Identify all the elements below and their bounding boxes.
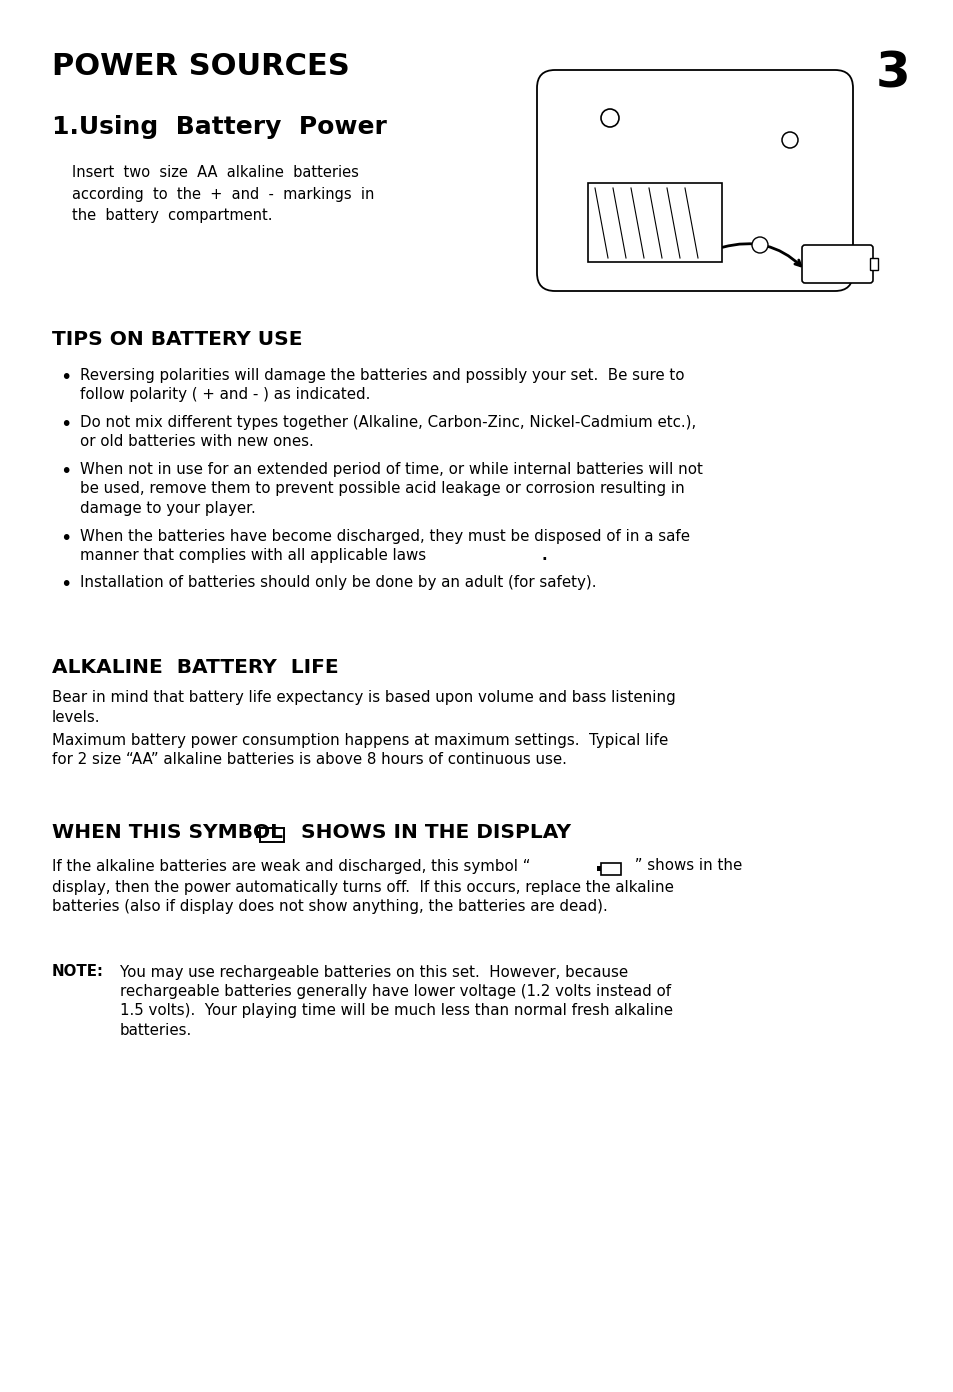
Text: rechargeable batteries generally have lower voltage (1.2 volts instead of: rechargeable batteries generally have lo… [120, 984, 670, 999]
Text: POWER SOURCES: POWER SOURCES [52, 52, 350, 81]
Text: Maximum battery power consumption happens at maximum settings.  Typical life: Maximum battery power consumption happen… [52, 734, 667, 748]
Text: •: • [60, 462, 71, 482]
FancyBboxPatch shape [801, 245, 872, 283]
Text: display, then the power automatically turns off.  If this occurs, replace the al: display, then the power automatically tu… [52, 880, 673, 895]
Text: NOTE:: NOTE: [52, 965, 104, 980]
Text: If the alkaline batteries are weak and discharged, this symbol “: If the alkaline batteries are weak and d… [52, 859, 535, 874]
Text: manner that complies with all applicable laws: manner that complies with all applicable… [80, 548, 426, 562]
Bar [260, 827, 284, 842]
FancyBboxPatch shape [537, 70, 852, 291]
Bar [600, 863, 620, 874]
Text: •: • [60, 367, 71, 387]
Bar [869, 258, 877, 270]
Circle shape [600, 109, 618, 127]
Text: Reversing polarities will damage the batteries and possibly your set.  Be sure t: Reversing polarities will damage the bat… [80, 367, 684, 383]
Text: Bear in mind that battery life expectancy is based upon volume and bass listenin: Bear in mind that battery life expectanc… [52, 690, 675, 704]
Text: .: . [541, 548, 547, 562]
Text: When not in use for an extended period of time, or while internal batteries will: When not in use for an extended period o… [80, 462, 702, 477]
Text: 3: 3 [874, 50, 909, 97]
Text: 1.5 volts).  Your playing time will be much less than normal fresh alkaline: 1.5 volts). Your playing time will be mu… [120, 1004, 672, 1019]
FancyBboxPatch shape [587, 182, 721, 262]
Text: batteries (also if display does not show anything, the batteries are dead).: batteries (also if display does not show… [52, 899, 607, 915]
Bar [597, 866, 600, 871]
Text: follow polarity ( + and - ) as indicated.: follow polarity ( + and - ) as indicated… [80, 387, 370, 402]
Text: Installation of batteries should only be done by an adult (for safety).: Installation of batteries should only be… [80, 575, 596, 590]
Circle shape [781, 132, 797, 148]
Text: levels.: levels. [52, 710, 100, 724]
Text: ALKALINE  BATTERY  LIFE: ALKALINE BATTERY LIFE [52, 658, 338, 677]
Text: for 2 size “AA” alkaline batteries is above 8 hours of continuous use.: for 2 size “AA” alkaline batteries is ab… [52, 753, 566, 767]
Text: •: • [60, 415, 71, 434]
Text: TIPS ON BATTERY USE: TIPS ON BATTERY USE [52, 330, 302, 349]
Text: SHOWS IN THE DISPLAY: SHOWS IN THE DISPLAY [294, 823, 571, 842]
Text: WHEN THIS SYMBOL: WHEN THIS SYMBOL [52, 823, 290, 842]
Text: ” shows in the: ” shows in the [629, 859, 741, 874]
Text: Do not mix different types together (Alkaline, Carbon-Zinc, Nickel-Cadmium etc.): Do not mix different types together (Alk… [80, 415, 696, 430]
Text: When the batteries have become discharged, they must be disposed of in a safe: When the batteries have become discharge… [80, 529, 689, 543]
Text: or old batteries with new ones.: or old batteries with new ones. [80, 434, 314, 450]
Text: batteries.: batteries. [120, 1023, 193, 1038]
Text: damage to your player.: damage to your player. [80, 501, 255, 516]
Text: •: • [60, 529, 71, 547]
Bar [255, 831, 260, 838]
Text: Insert  two  size  AA  alkaline  batteries
according  to  the  +  and  -  markin: Insert two size AA alkaline batteries ac… [71, 166, 374, 223]
Text: You may use rechargeable batteries on this set.  However, because: You may use rechargeable batteries on th… [120, 965, 627, 980]
Text: be used, remove them to prevent possible acid leakage or corrosion resulting in: be used, remove them to prevent possible… [80, 482, 684, 497]
Text: 1.Using  Battery  Power: 1.Using Battery Power [52, 116, 387, 139]
Circle shape [751, 237, 767, 253]
Text: •: • [60, 575, 71, 594]
